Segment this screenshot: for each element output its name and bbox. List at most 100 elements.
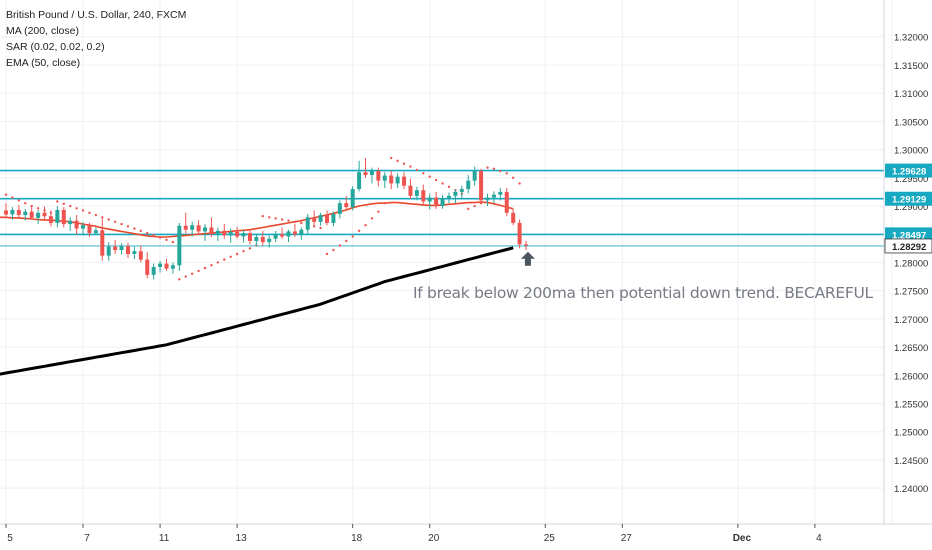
- annotation-text[interactable]: If break below 200ma then potential down…: [413, 284, 873, 302]
- sar-dot: [274, 217, 277, 220]
- sar-dot: [178, 278, 181, 281]
- up-arrow-marker: [520, 251, 535, 266]
- level-label: 1.29129: [892, 195, 926, 206]
- sar-dot: [75, 207, 78, 210]
- candle-body: [504, 191, 509, 213]
- candle-body: [190, 225, 195, 230]
- sar-dot: [113, 220, 117, 224]
- sar-dot: [229, 255, 232, 258]
- candle-body: [48, 216, 53, 223]
- symbol-title: British Pound / U.S. Dollar, 240, FXCM: [6, 9, 187, 21]
- candle-body: [164, 263, 169, 269]
- sar-dot: [447, 185, 451, 189]
- ma-indicator-label[interactable]: MA (200, close): [6, 25, 79, 37]
- ema-indicator-label[interactable]: EMA (50, close): [6, 57, 81, 69]
- candle-body: [196, 225, 201, 232]
- time-axis[interactable]: 5 7 11 13 18 20 25 27 Dec 4: [0, 523, 932, 544]
- sar-dot: [190, 272, 194, 275]
- sar-dot: [486, 166, 489, 169]
- sar-dot: [473, 204, 476, 208]
- time-tick-label: 18: [351, 533, 363, 544]
- sar-dot: [383, 201, 386, 205]
- sar-dot: [184, 275, 187, 278]
- price-tick-label: 1.26000: [894, 371, 928, 382]
- candle-body: [158, 263, 163, 267]
- candle-body: [292, 231, 297, 235]
- sar-dot: [146, 231, 149, 235]
- candle-body: [267, 238, 272, 243]
- candle-body: [427, 197, 432, 202]
- candle-body: [395, 176, 400, 184]
- ma200-line: [0, 246, 514, 376]
- time-tick-label: 4: [816, 533, 822, 544]
- time-tick-label: 5: [7, 533, 13, 544]
- time-tick-label: 11: [159, 533, 170, 544]
- candle-body: [459, 189, 464, 192]
- candle-body: [382, 175, 387, 181]
- price-tick-label: 1.31500: [894, 61, 928, 72]
- price-tick-label: 1.27500: [894, 287, 928, 298]
- sar-dot: [152, 234, 155, 237]
- sar-dot: [422, 172, 425, 175]
- candle-body: [145, 259, 150, 275]
- sar-dot: [235, 252, 239, 256]
- candle-body: [517, 222, 522, 245]
- candle-body: [183, 225, 188, 230]
- sar-dot: [56, 200, 59, 203]
- sar-dot: [441, 182, 444, 185]
- sar-indicator-label[interactable]: SAR (0.02, 0.02, 0.2): [6, 41, 105, 53]
- sar-dot: [511, 176, 515, 180]
- price-tick-label: 1.26500: [894, 343, 928, 354]
- candle-body: [414, 190, 419, 196]
- price-tick-label: 1.29500: [894, 174, 928, 185]
- candle-body: [36, 212, 41, 218]
- candle-body: [273, 234, 278, 239]
- candle-body: [479, 171, 484, 201]
- time-tick-label: 25: [544, 533, 556, 544]
- time-tick-label: Dec: [733, 533, 752, 544]
- sar-dot: [467, 207, 470, 211]
- sar-dot: [197, 269, 200, 273]
- ema50-path: [0, 201, 514, 238]
- sar-dot: [377, 210, 380, 213]
- sar-dot: [165, 238, 168, 242]
- candle-body: [87, 225, 92, 234]
- candle-body: [247, 233, 252, 241]
- candle-body: [318, 215, 323, 222]
- candle-body: [434, 197, 439, 207]
- candle-body: [350, 189, 355, 208]
- sar-dot: [370, 217, 374, 220]
- ema50-line: [0, 201, 514, 238]
- candle-body: [74, 220, 79, 229]
- price-tick-label: 1.28000: [894, 258, 928, 269]
- sar-dot: [268, 216, 271, 219]
- candles: [4, 158, 529, 280]
- candle-body: [472, 171, 477, 181]
- sar-dot: [11, 196, 14, 199]
- candle-body: [466, 180, 471, 190]
- price-tick-label: 1.30000: [894, 146, 928, 157]
- price-axis[interactable]: 1.32000 1.31500 1.31000 1.30500 1.30000 1.295…: [883, 0, 928, 524]
- sar-dot: [434, 178, 438, 182]
- price-tick-label: 1.24000: [894, 484, 928, 495]
- candle-body: [453, 191, 458, 196]
- sar-dot: [390, 156, 393, 160]
- sar-dot: [24, 201, 27, 205]
- candle-body: [209, 227, 214, 235]
- sar-dot: [505, 172, 508, 175]
- candle-body: [260, 237, 265, 243]
- candle-body: [4, 210, 8, 215]
- sar-dot: [499, 169, 502, 173]
- sar-dot: [88, 211, 91, 214]
- candle-body: [138, 251, 143, 260]
- price-tick-label: 1.24500: [894, 456, 928, 467]
- candle-body: [363, 172, 368, 175]
- sar-dot: [409, 165, 412, 168]
- sar-dot: [126, 225, 130, 228]
- chart-grid: [0, 0, 893, 524]
- sar-dot: [518, 182, 521, 185]
- candle-body: [125, 246, 130, 254]
- sar-dot: [364, 223, 367, 227]
- ma200-path: [0, 246, 514, 376]
